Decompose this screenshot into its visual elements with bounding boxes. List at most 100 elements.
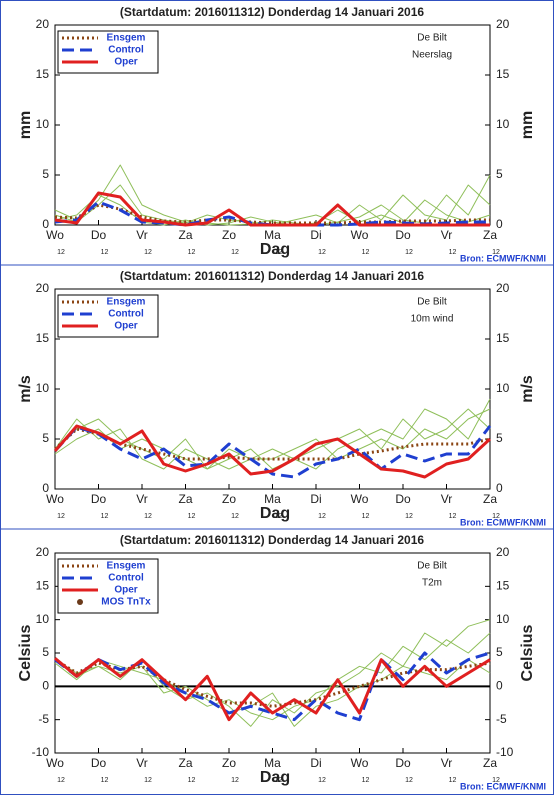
y-axis-label-right: m/s — [519, 375, 536, 403]
legend-label: MOS TnTx — [101, 597, 151, 608]
y-tick-label-right: 15 — [496, 67, 510, 81]
legend-label: Control — [108, 45, 144, 56]
x-tick-label: Wo — [351, 492, 369, 506]
x-tick-label: Vr — [441, 228, 453, 242]
x-tick-label: Ma — [264, 228, 281, 242]
hour-label: 12 — [449, 249, 457, 256]
x-tick-label: Di — [310, 492, 321, 506]
source: Bron: ECMWF/KNMI — [460, 517, 546, 527]
hour-label: 12 — [101, 777, 109, 784]
y-axis-label: m/s — [17, 375, 34, 403]
y-tick-label: 0 — [42, 481, 49, 495]
legend-label: Oper — [114, 321, 137, 332]
y-tick-label-right: 20 — [496, 17, 510, 31]
y-axis-label: Celsius — [17, 624, 34, 681]
y-tick-label-right: 0 — [496, 217, 503, 231]
hour-label: 12 — [101, 249, 109, 256]
x-tick-label: Wo — [351, 228, 369, 242]
hour-label: 12 — [318, 513, 326, 520]
panel-title: (Startdatum: 2016011312) Donderdag 14 Ja… — [120, 269, 424, 283]
source: Bron: ECMWF/KNMI — [460, 781, 546, 791]
series-line — [54, 164, 491, 226]
x-tick-label: Do — [395, 756, 411, 770]
series-line — [54, 619, 491, 727]
y-tick-label: 5 — [42, 167, 49, 181]
series-line — [54, 203, 490, 225]
hour-label: 12 — [231, 777, 239, 784]
x-tick-label: Do — [91, 756, 107, 770]
y-tick-label-right: 10 — [496, 612, 510, 626]
hour-label: 12 — [57, 513, 65, 520]
hour-label: 12 — [318, 249, 326, 256]
x-tick-label: Za — [178, 228, 192, 242]
x-axis-label: Dag — [260, 241, 290, 258]
hour-label: 12 — [362, 249, 370, 256]
hour-label: 12 — [492, 513, 500, 520]
legend-label: Control — [108, 573, 144, 584]
y-tick-label: 10 — [36, 381, 50, 395]
legend-label: Oper — [114, 57, 137, 68]
series-line — [54, 632, 491, 721]
x-tick-label: Vr — [136, 228, 148, 242]
x-tick-label: Vr — [441, 756, 453, 770]
y-tick-label: 20 — [36, 17, 50, 31]
x-tick-label: Zo — [222, 756, 236, 770]
hour-label: 12 — [492, 777, 500, 784]
x-axis-label: Dag — [260, 505, 290, 522]
y-tick-label: 5 — [42, 431, 49, 445]
y-tick-label-right: 10 — [496, 381, 510, 395]
x-axis-label: Dag — [260, 769, 290, 786]
series-line — [54, 191, 490, 227]
legend-box — [57, 558, 159, 614]
panel-title: (Startdatum: 2016011312) Donderdag 14 Ja… — [120, 533, 424, 547]
y-tick-label: 20 — [36, 545, 50, 559]
y-tick-label-right: 20 — [496, 545, 510, 559]
annotation: De Bilt — [417, 561, 447, 572]
annotation: T2m — [422, 578, 442, 589]
hour-label: 12 — [101, 513, 109, 520]
hour-label: 12 — [57, 249, 65, 256]
y-tick-label-right: 5 — [496, 431, 503, 445]
x-tick-label: Za — [178, 492, 192, 506]
x-tick-label: Wo — [46, 228, 64, 242]
series-line — [53, 425, 492, 479]
y-axis-label: mm — [17, 111, 34, 139]
hour-label: 12 — [492, 249, 500, 256]
legend-label: Control — [108, 309, 144, 320]
y-tick-label: 20 — [36, 281, 50, 295]
legend-box — [57, 30, 159, 74]
y-tick-label-right: 20 — [496, 281, 510, 295]
hour-label: 12 — [275, 513, 283, 520]
hour-label: 12 — [449, 513, 457, 520]
x-tick-label: Ma — [264, 492, 281, 506]
hour-label: 12 — [405, 513, 413, 520]
x-tick-label: Vr — [441, 492, 453, 506]
hour-label: 12 — [405, 777, 413, 784]
y-tick-label-right: 0 — [496, 679, 503, 693]
x-tick-label: Za — [178, 756, 192, 770]
y-tick-label-right: -5 — [496, 712, 507, 726]
x-tick-label: Wo — [46, 756, 64, 770]
series-line — [54, 408, 491, 470]
hour-label: 12 — [144, 513, 152, 520]
annotation: De Bilt — [417, 33, 447, 44]
hour-label: 12 — [405, 249, 413, 256]
hour-label: 12 — [275, 777, 283, 784]
y-tick-label: -10 — [32, 745, 50, 759]
y-tick-label-right: 10 — [496, 117, 510, 131]
legend-label: Ensgem — [107, 33, 146, 44]
hour-label: 12 — [231, 249, 239, 256]
x-tick-label: Zo — [222, 492, 236, 506]
series-line — [53, 424, 492, 479]
hour-label: 12 — [318, 777, 326, 784]
x-tick-label: Do — [395, 228, 411, 242]
series-line — [54, 398, 491, 470]
hour-label: 12 — [362, 513, 370, 520]
y-tick-label-right: 5 — [496, 167, 503, 181]
series-line — [54, 200, 490, 227]
x-tick-label: Vr — [136, 492, 148, 506]
x-tick-label: Ma — [264, 756, 281, 770]
y-tick-label-right: 15 — [496, 579, 510, 593]
